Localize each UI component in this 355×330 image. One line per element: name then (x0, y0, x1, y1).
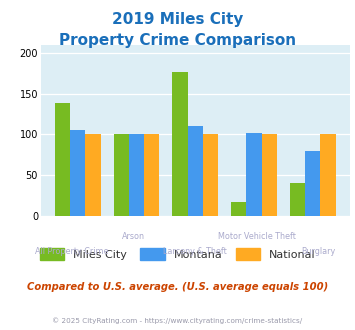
Text: All Property Crime: All Property Crime (35, 247, 109, 255)
Bar (203, 134, 218, 216)
Text: Compared to U.S. average. (U.S. average equals 100): Compared to U.S. average. (U.S. average … (27, 282, 328, 292)
Text: Burglary: Burglary (302, 247, 336, 255)
Text: © 2025 CityRating.com - https://www.cityrating.com/crime-statistics/: © 2025 CityRating.com - https://www.city… (53, 317, 302, 324)
Bar (70, 130, 86, 216)
Bar (320, 134, 335, 216)
Bar (305, 151, 320, 216)
Bar (144, 134, 159, 216)
Bar (262, 134, 277, 216)
Bar (187, 126, 203, 216)
Legend: Miles City, Montana, National: Miles City, Montana, National (35, 244, 320, 265)
Bar (290, 183, 305, 216)
Text: Larceny & Theft: Larceny & Theft (163, 247, 227, 255)
Text: Arson: Arson (122, 232, 145, 241)
Text: Property Crime Comparison: Property Crime Comparison (59, 33, 296, 48)
Bar (231, 202, 246, 216)
Bar (114, 134, 129, 216)
Bar (172, 72, 187, 216)
Bar (86, 134, 101, 216)
Bar (246, 133, 262, 216)
Text: 2019 Miles City: 2019 Miles City (112, 12, 243, 26)
Bar (55, 103, 70, 216)
Bar (129, 134, 144, 216)
Text: Motor Vehicle Theft: Motor Vehicle Theft (218, 232, 296, 241)
